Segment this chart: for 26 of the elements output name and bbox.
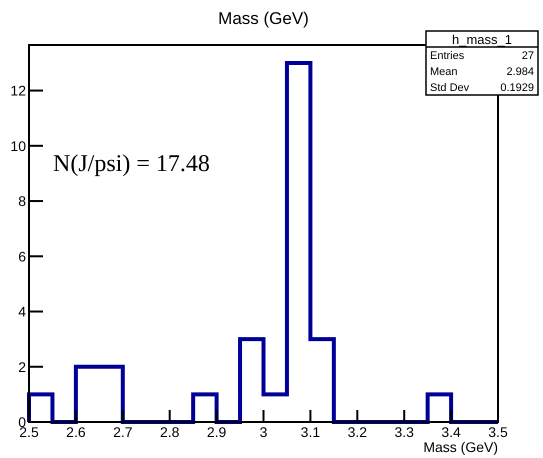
annotation: Mean xyxy=(430,66,458,78)
y-tick-label: 2 xyxy=(18,358,26,375)
text: 0.1929 xyxy=(500,82,534,94)
x-tick-label: 3.4 xyxy=(441,424,462,440)
annotation: N(J/psi) = 17.48 xyxy=(53,151,210,177)
annotation: h_mass_1 xyxy=(452,32,512,47)
text: 2.984 xyxy=(506,66,534,78)
x-tick-label: 2.8 xyxy=(160,424,180,440)
y-tick-label: 4 xyxy=(18,304,26,320)
annotation: Std Dev xyxy=(430,82,470,94)
x-tick-label: 3.5 xyxy=(488,424,508,440)
x-tick-label: 2.7 xyxy=(113,424,133,440)
x-axis-title: Mass (GeV) xyxy=(423,439,498,455)
annotation: Entries xyxy=(430,50,465,62)
y-tick-label: 10 xyxy=(10,138,26,154)
text: 27 xyxy=(522,50,534,62)
y-tick-label: 12 xyxy=(10,82,26,99)
y-tick-label: 8 xyxy=(18,193,26,210)
x-tick-label: 3.3 xyxy=(394,424,414,440)
x-tick-label: 2.6 xyxy=(66,424,86,440)
chart-title: Mass (GeV) xyxy=(218,9,309,28)
y-tick-label: 6 xyxy=(18,248,26,264)
x-tick-label: 3.2 xyxy=(348,424,368,440)
x-tick-label: 2.9 xyxy=(206,424,227,440)
x-tick-label: 3 xyxy=(260,424,268,440)
x-tick-label: 3.1 xyxy=(300,424,320,440)
